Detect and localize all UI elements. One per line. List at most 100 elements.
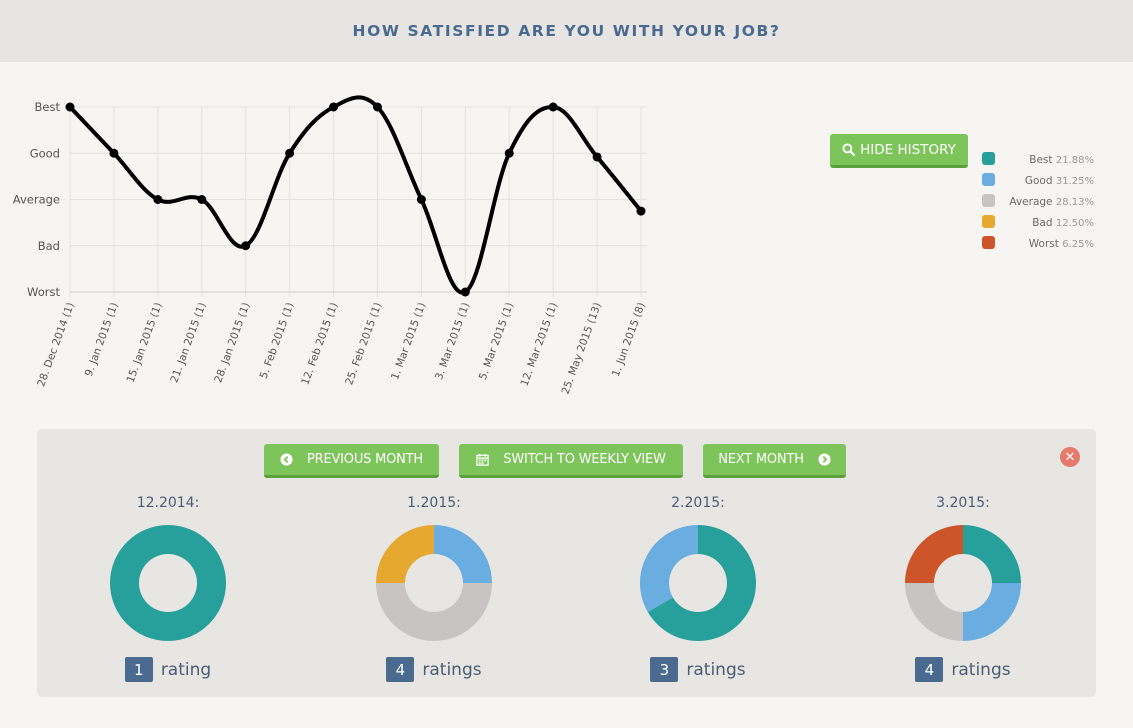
legend-label: Good [1024,175,1053,187]
month-donut-chart [376,525,492,641]
switch-weekly-view-button[interactable]: SWITCH TO WEEKLY VIEW [459,444,683,478]
legend-percent: 28.13% [1055,197,1094,208]
month-donut-chart [640,525,756,641]
series-line [68,95,643,295]
hide-history-label: HIDE HISTORY [860,141,956,158]
hide-history-button[interactable]: HIDE HISTORY [830,134,968,168]
data-point[interactable] [285,148,295,158]
legend-percent: 31.25% [1055,176,1094,187]
x-tick-label: 5. Feb 2015 (1) [258,301,297,380]
data-point[interactable] [109,148,119,158]
legend-swatch [982,236,995,249]
data-point[interactable] [548,102,558,112]
legend-item-worst: Worst 6.25% [980,234,1110,255]
x-tick-label: 21. Jan 2015 (1) [168,301,208,385]
rating-count-badge: 4 [915,657,944,682]
x-tick-label: 28. Jan 2015 (1) [212,301,252,385]
page-header: HOW SATISFIED ARE YOU WITH YOUR JOB? [0,0,1133,62]
data-point[interactable] [65,102,75,112]
donut-slice-best [647,525,756,641]
legend-swatch [982,152,995,165]
data-point[interactable] [460,287,470,297]
month-donut-chart [905,525,1021,641]
y-tick-label: Bad [38,239,60,253]
rating-count-badge: 4 [386,657,415,682]
data-point[interactable] [504,148,514,158]
legend-label: Bad [1032,217,1053,229]
legend-swatch [982,215,995,228]
search-icon [842,143,856,156]
month-label: 1.2015: [407,495,461,511]
legend-item-average: Average 28.13% [980,192,1110,213]
data-point[interactable] [153,195,163,204]
x-tick-label: 9. Jan 2015 (1) [83,301,121,378]
legend-label: Best [1029,154,1053,166]
x-tick-label: 3. Mar 2015 (1) [433,301,472,382]
data-point[interactable] [241,241,251,251]
donut-slice-best [963,525,1021,583]
y-tick-label: Average [13,193,60,207]
history-line-chart: Worst Bad Average Good Best 28. Dec 2014 (1) 9… [13,95,648,396]
rating-label: ratings [422,659,482,680]
donut-slice-average [376,583,492,641]
legend-item-best: Best 21.88% [980,150,1110,171]
donut-slice-average [905,583,963,641]
x-tick-label: 15. Jan 2015 (1) [124,301,164,385]
x-tick-label: 12. Mar 2015 (1) [519,301,560,388]
donut-slice-good [963,583,1021,641]
donut-slice-good [434,525,492,583]
month-summary: 12.2014: 1 rating [78,495,258,682]
rating-count-badge: 1 [124,657,153,682]
donut-slice-best [110,525,226,641]
x-tick-label: 1. Mar 2015 (1) [389,301,428,382]
legend-percent: 12.50% [1055,218,1094,229]
month-label: 2.2015: [671,495,725,511]
rating-label: rating [160,659,212,680]
legend-swatch [982,194,995,207]
donut-slice-good [640,525,698,612]
legend-percent: 21.88% [1055,155,1094,166]
donut-slice-bad [376,525,434,583]
legend-label: Worst [1028,238,1059,250]
donut-slice-worst [905,525,963,583]
x-tick-label: 5. Mar 2015 (1) [477,301,516,382]
close-icon[interactable]: ✕ [1060,447,1080,467]
switch-weekly-view-label: SWITCH TO WEEKLY VIEW [503,452,666,467]
month-donut-chart [110,525,226,641]
x-tick-label: 12. Feb 2015 (1) [299,301,340,387]
next-month-button[interactable]: NEXT MONTH [703,444,846,478]
previous-month-label: PREVIOUS MONTH [306,452,424,467]
next-month-label: NEXT MONTH [718,452,804,467]
legend-label: Average [1009,196,1053,208]
data-point[interactable] [372,102,382,112]
chevron-left-circle-icon [280,453,293,466]
month-label: 12.2014: [136,495,200,511]
chevron-right-circle-icon [818,453,831,466]
x-tick-label: 1. Jun 2015 (8) [610,301,648,378]
legend-swatch [982,173,995,186]
data-point[interactable] [197,195,207,204]
y-tick-label: Best [35,100,61,114]
legend-item-good: Good 31.25% [980,171,1110,192]
data-point[interactable] [636,206,646,216]
legend: Best 21.88% Good 31.25% Average 28.13% B… [980,150,1110,255]
data-point[interactable] [416,195,426,204]
rating-label: ratings [951,659,1011,680]
month-summary: 1.2015: 4 ratings [344,495,524,682]
legend-percent: 6.25% [1062,239,1094,250]
x-tick-label: 25. Feb 2015 (1) [343,301,384,387]
data-point[interactable] [592,152,602,162]
page-title: HOW SATISFIED ARE YOU WITH YOUR JOB? [352,22,781,40]
month-label: 3.2015: [936,495,990,511]
rating-count-badge: 3 [650,657,679,682]
y-tick-label: Good [30,146,60,160]
monthly-summary-panel: PREVIOUS MONTH SWITCH TO WEEKLY VIEW NEX… [37,429,1096,697]
month-summary: 2.2015: 3 ratings [608,495,788,682]
data-point[interactable] [329,102,339,112]
rating-label: ratings [686,659,746,680]
y-tick-label: Worst [27,285,60,299]
previous-month-button[interactable]: PREVIOUS MONTH [264,444,439,478]
month-summary: 3.2015: 4 ratings [873,495,1053,682]
calendar-icon [476,453,490,466]
x-tick-label: 28. Dec 2014 (1) [35,301,77,388]
